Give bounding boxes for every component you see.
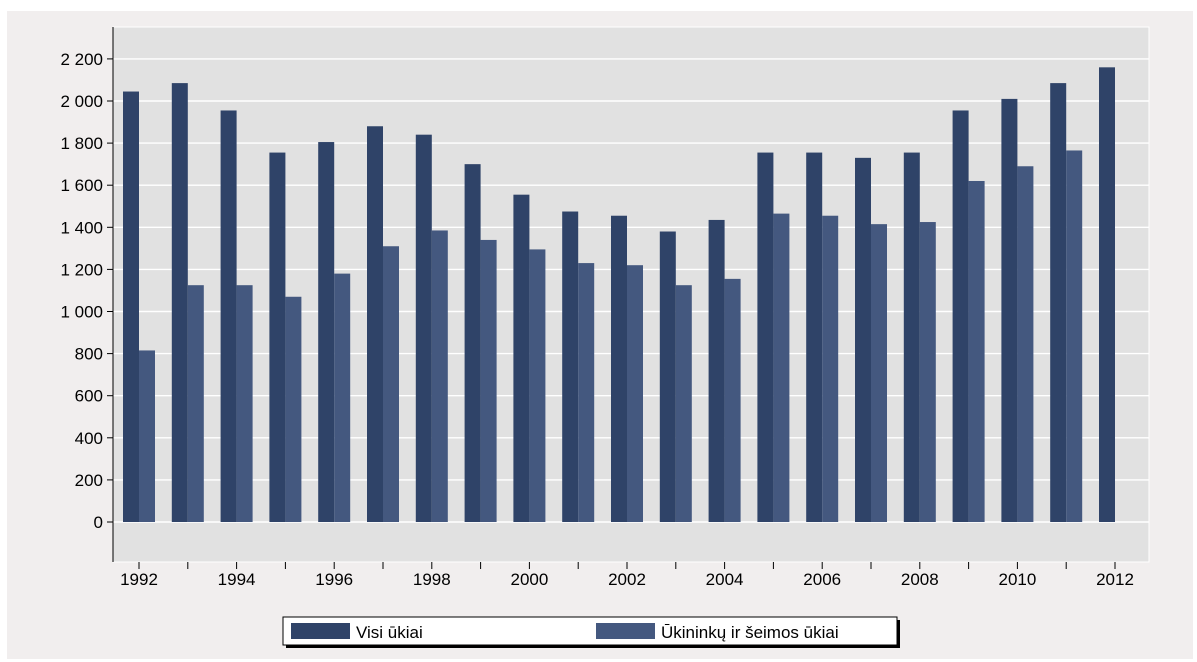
x-tick-label: 2008 [901,570,939,589]
bar-series-2-1999 [480,239,497,522]
y-tick-label: 200 [75,471,103,490]
bar-series-1-2009 [952,110,969,522]
y-tick-label: 400 [75,429,103,448]
bars [123,67,1115,523]
y-axis-ticks: 0 200 400 600 800 1 000 1 200 1 400 1 600 1 800 2 … [60,50,113,532]
y-tick-label: 0 [94,513,103,532]
y-tick-label: 1 200 [60,260,103,279]
bar-series-2-1992 [139,350,155,522]
legend-swatch-ukininku-ir-seimos-ukiai [596,623,655,639]
bar-series-2-2003 [675,285,692,522]
x-tick-label: 2004 [706,570,744,589]
bar-series-2-2010 [1017,166,1034,522]
bar-series-1-1993 [171,83,188,523]
bar-series-1-2001 [562,211,579,522]
bar-series-2-2004 [724,278,741,522]
bar-series-2-1998 [431,230,448,522]
bar-series-1-2005 [757,152,774,522]
x-tick-label: 2000 [510,570,548,589]
y-tick-label: 600 [75,387,103,406]
bar-series-2-2002 [627,265,643,522]
bar-series-1-2011 [1050,83,1067,523]
legend-label-ukininku-ir-seimos-ukiai: Ūkininkų ir šeimos ūkiai [661,623,839,642]
y-tick-label: 800 [75,345,103,364]
y-tick-label: 2 000 [60,92,103,111]
bar-series-2-1996 [334,273,351,522]
x-tick-label: 2010 [998,570,1036,589]
bar-series-1-1996 [318,142,335,523]
bar-series-2-2001 [578,263,595,522]
bar-series-2-2008 [919,222,936,522]
legend-label-visi-ukiai: Visi ūkiai [356,623,423,642]
y-tick-label: 1 800 [60,134,103,153]
bar-series-2-2009 [968,180,985,523]
bar-series-2-1993 [187,285,204,522]
bar-series-2-2007 [871,224,887,522]
y-tick-label: 1 400 [60,218,103,237]
x-tick-label: 2012 [1096,570,1134,589]
bar-series-1-2010 [1001,98,1018,523]
bar-series-1-2000 [513,194,530,523]
bar-series-1-1997 [367,126,383,522]
bar-series-1-2002 [611,215,627,522]
bar-series-2-1994 [236,285,253,522]
bar-series-1-2008 [903,152,920,522]
x-axis-ticks: 1992 1994 1996 1998 2000 2002 2004 2006 2008 2010… [120,562,1134,589]
legend-swatch-visi-ukiai [291,623,350,639]
bar-series-1-2012 [1099,67,1115,522]
bar-series-2-2006 [822,215,839,522]
bar-series-1-2007 [855,157,871,522]
legend: Visi ūkiai Ūkininkų ir šeimos ūkiai [282,616,900,648]
x-tick-label: 1998 [413,570,451,589]
x-tick-label: 2002 [608,570,646,589]
bar-series-2-1997 [383,246,399,522]
bar-series-1-2003 [659,231,676,522]
x-tick-label: 1996 [315,570,353,589]
bar-series-1-1992 [123,91,139,522]
bar-series-1-1998 [415,134,432,522]
legend-box [282,616,898,646]
bar-series-1-1999 [464,164,481,522]
bar-series-1-2004 [708,219,725,522]
bar-series-1-2006 [806,152,823,522]
bar-series-2-2011 [1066,150,1083,522]
bar-series-2-2000 [529,249,546,522]
x-tick-label: 1992 [120,570,158,589]
bar-series-2-2005 [773,213,790,522]
bar-series-2-1995 [285,296,302,522]
x-tick-label: 1994 [218,570,256,589]
y-tick-label: 2 200 [60,50,103,69]
y-tick-label: 1 000 [60,303,103,322]
bar-series-1-1995 [269,152,286,522]
x-tick-label: 2006 [803,570,841,589]
bar-series-1-1994 [220,110,237,522]
y-tick-label: 1 600 [60,176,103,195]
